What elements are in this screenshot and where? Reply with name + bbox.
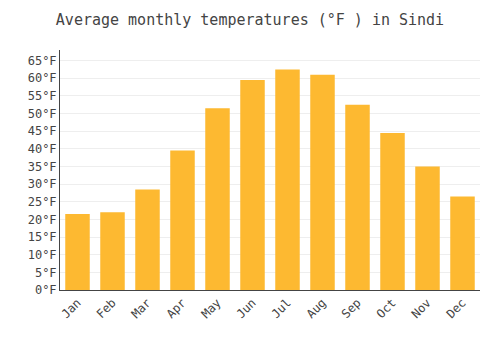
- svg-text:Sep: Sep: [339, 296, 364, 321]
- svg-text:15°F: 15°F: [28, 230, 57, 244]
- svg-text:May: May: [199, 296, 224, 321]
- svg-text:Dec: Dec: [444, 296, 469, 321]
- svg-text:Average monthly temperatures (: Average monthly temperatures (°F ) in Si…: [56, 11, 444, 29]
- svg-text:Mar: Mar: [129, 296, 154, 321]
- svg-text:25°F: 25°F: [28, 195, 57, 209]
- svg-text:Feb: Feb: [94, 296, 119, 321]
- svg-text:45°F: 45°F: [28, 124, 57, 138]
- svg-text:Aug: Aug: [304, 296, 329, 321]
- svg-text:40°F: 40°F: [28, 142, 57, 156]
- svg-text:55°F: 55°F: [28, 89, 57, 103]
- svg-text:60°F: 60°F: [28, 71, 57, 85]
- svg-text:0°F: 0°F: [35, 283, 57, 297]
- svg-text:35°F: 35°F: [28, 160, 57, 174]
- svg-text:Oct: Oct: [374, 296, 399, 321]
- svg-text:10°F: 10°F: [28, 248, 57, 262]
- svg-text:Nov: Nov: [409, 296, 434, 321]
- svg-text:20°F: 20°F: [28, 213, 57, 227]
- svg-text:Jan: Jan: [59, 296, 84, 321]
- svg-text:50°F: 50°F: [28, 107, 57, 121]
- svg-text:Jun: Jun: [234, 296, 259, 321]
- svg-text:5°F: 5°F: [35, 266, 57, 280]
- svg-text:65°F: 65°F: [28, 54, 57, 68]
- svg-text:Apr: Apr: [164, 296, 189, 321]
- svg-text:Jul: Jul: [269, 296, 294, 321]
- svg-text:30°F: 30°F: [28, 177, 57, 191]
